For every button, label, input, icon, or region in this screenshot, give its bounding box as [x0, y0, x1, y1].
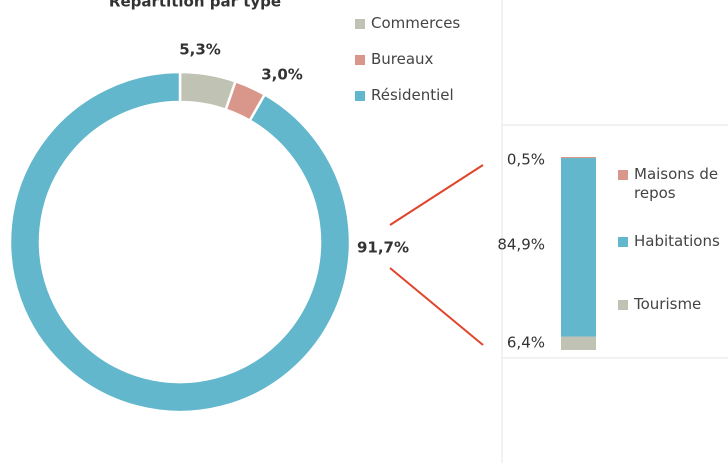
- data-label: 3,0%: [261, 66, 303, 84]
- bar-segment: [561, 336, 596, 350]
- legend-item: Résidentiel: [355, 86, 454, 105]
- legend-label: Commerces: [371, 14, 461, 32]
- legend-item: Bureaux: [355, 50, 433, 69]
- data-label: 6,4%: [507, 334, 545, 352]
- legend-swatch: [355, 55, 365, 65]
- legend-label: Tourisme: [634, 295, 702, 313]
- legend-label: Résidentiel: [371, 86, 454, 104]
- legend-swatch: [618, 237, 628, 247]
- bar-segment: [561, 157, 596, 159]
- legend-item: Commerces: [355, 14, 460, 33]
- data-label: 5,3%: [179, 41, 221, 59]
- data-label: 91,7%: [357, 239, 409, 257]
- legend-item: Habitations: [618, 232, 728, 251]
- legend-label: Habitations: [634, 232, 720, 250]
- data-label: 0,5%: [507, 151, 545, 169]
- legend-item: Tourisme: [618, 295, 728, 314]
- connector: [389, 267, 484, 346]
- legend-label: Bureaux: [371, 50, 434, 68]
- connector: [389, 164, 484, 226]
- legend-item: Maisons de repos: [618, 165, 728, 203]
- legend-swatch: [618, 170, 628, 180]
- legend-label: Maisons de repos: [634, 165, 719, 202]
- donut-slice: [8, 70, 352, 414]
- legend-swatch: [355, 19, 365, 29]
- legend-swatch: [618, 300, 628, 310]
- legend-swatch: [355, 91, 365, 101]
- bar-segment: [561, 158, 596, 337]
- data-label: 84,9%: [497, 236, 545, 254]
- chart-title: Répartition par type: [109, 0, 281, 11]
